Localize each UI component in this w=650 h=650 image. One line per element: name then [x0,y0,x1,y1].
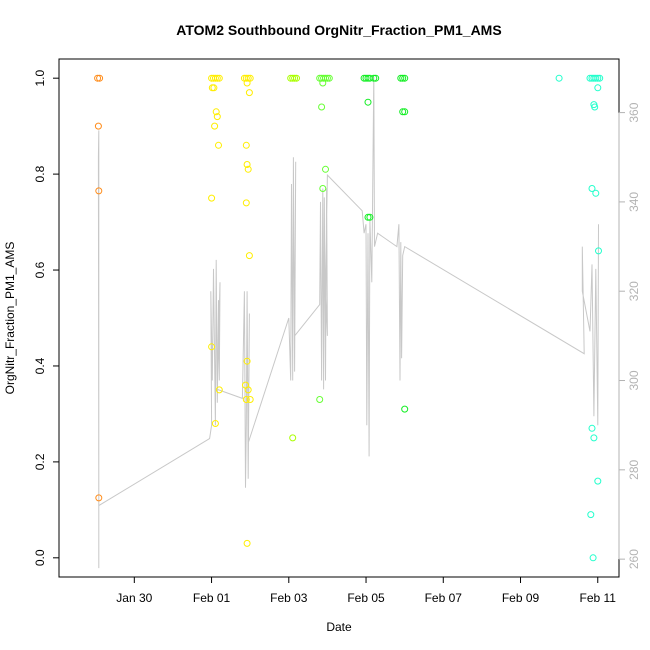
y-tick-label-3: 0.6 [33,261,47,278]
data-point-scatter-brightgreen-6 [364,98,372,106]
data-point-scatter-green-6 [319,79,327,87]
y-axis: 0.0 0.2 0.4 0.6 0.8 1.0 [33,70,60,566]
data-point-scatter-cyan-15 [594,477,602,485]
data-point-scatter-yellowgreen-3 [293,74,300,82]
data-point-scatter-cyan-11 [592,189,600,197]
data-point-scatter-yellow-6 [210,84,218,92]
data-point-scatter-brightgreen-4 [370,74,378,82]
data-point-scatter-green-9 [319,185,327,192]
data-point-scatter-cyan-14 [590,434,598,442]
data-point-scatter-yellowgreen-4 [289,434,297,442]
data-point-scatter-cyan-4 [592,74,600,82]
data-point-scatter-yellow-13 [215,386,223,394]
data-point-scatter-brightgreen-10 [399,74,407,82]
data-point-scatter-yellow-9 [213,113,221,121]
data-point-scatter-yellow-2 [211,74,219,82]
data-point-scatter-cyan-12 [595,247,602,255]
data-point-scatter-green-10 [316,396,324,403]
data-point-scatter-yellow-3 [213,74,221,82]
data-point-scatter-cyan-10 [588,185,596,192]
y2-tick-label-3: 320 [627,281,641,301]
plot-frame [58,58,620,578]
data-point-scatter-yellow-18 [246,74,254,82]
data-point-scatter-brightgreen-14 [401,405,409,413]
x-tick-label-6: Feb 11 [580,591,617,605]
data-point-scatter-yellowgreen-1 [289,74,297,82]
data-point-scatter-yellow-16 [242,74,250,82]
x-axis-label: Date [326,620,352,634]
data-point-scatter-yellow-10 [215,141,222,149]
data-point-scatter-yellowgreen-2 [291,74,299,82]
data-point-scatter-brightgreen-11 [401,74,409,82]
data-point-scatter-yellow-30 [246,396,254,403]
data-point-scatter-yellow-22 [243,161,251,168]
data-point-scatter-cyan-5 [594,74,602,82]
y2-tick-label-4: 340 [627,192,641,212]
data-point-scatter-yellow-31 [243,539,251,547]
y-tick-label-1: 0.2 [33,453,47,470]
data-point-scatter-orange-0 [94,74,102,82]
data-point-scatter-yellow-8 [211,122,219,130]
data-point-scatter-cyan-9 [591,103,599,111]
data-point-scatter-yellow-20 [245,89,253,97]
y2-axis: 260 280 300 320 340 360 [618,102,641,569]
data-point-scatter-cyan-0 [555,74,563,82]
data-point-scatter-cyan-13 [588,424,596,432]
data-point-scatter-cyan-16 [587,511,595,519]
data-point-scatter-brightgreen-9 [397,74,405,82]
data-point-scatter-yellow-29 [242,396,250,403]
x-tick-label-0: Jan 30 [116,591,152,605]
data-point-scatter-orange-4 [95,494,103,502]
data-point-scatter-green-4 [323,74,331,82]
y-tick-label-2: 0.4 [33,357,47,374]
data-point-scatter-yellow-17 [244,74,252,82]
y-tick-label-4: 0.8 [33,165,47,182]
data-point-scatter-yellow-28 [244,386,252,394]
data-point-scatter-yellow-23 [244,165,252,173]
series-line-trace [97,76,599,569]
data-point-scatter-brightgreen-8 [366,213,374,221]
data-point-scatter-cyan-17 [589,554,597,562]
x-tick-label-1: Feb 01 [193,591,231,605]
data-point-scatter-brightgreen-5 [372,74,380,82]
x-tick-label-2: Feb 03 [270,591,308,605]
data-point-scatter-brightgreen-13 [401,108,409,116]
data-point-scatter-yellow-26 [243,357,251,365]
x-tick-label-5: Feb 09 [502,591,540,605]
data-point-scatter-orange-2 [94,122,102,130]
data-point-scatter-brightgreen-7 [364,213,372,221]
data-point-scatter-brightgreen-1 [362,74,370,82]
data-point-scatter-orange-3 [95,187,103,195]
y-tick-label-5: 1.0 [33,70,47,87]
data-point-scatter-yellow-25 [245,252,253,260]
data-point-scatter-cyan-6 [596,74,604,82]
y2-tick-label-5: 360 [627,102,641,122]
data-point-scatter-green-7 [318,103,326,111]
data-point-scatter-yellow-19 [243,79,251,87]
x-axis: Jan 30 Feb 01 Feb 03 Feb 05 Feb 07 Feb 09 Feb … [116,576,617,605]
x-tick-label-4: Feb 07 [425,591,463,605]
y2-tick-label-1: 280 [627,459,641,479]
data-point-scatter-orange-1 [96,74,104,82]
data-point-scatter-yellow-21 [242,141,250,149]
point-layer [94,74,604,562]
data-point-scatter-yellow-24 [242,199,250,207]
data-point-scatter-cyan-7 [594,84,602,92]
y2-tick-label-0: 260 [627,549,641,569]
line-layer [97,76,599,569]
data-point-scatter-yellow-11 [208,194,216,202]
y-tick-label-0: 0.0 [33,549,47,566]
data-point-scatter-brightgreen-12 [399,108,407,116]
data-point-scatter-green-5 [325,74,333,82]
y2-tick-label-2: 300 [627,370,641,390]
data-point-scatter-yellow-12 [208,343,216,351]
data-point-scatter-yellow-14 [211,420,219,427]
x-tick-label-3: Feb 05 [347,591,385,605]
data-point-scatter-yellow-7 [212,108,220,116]
y-axis-label: OrgNitr_Fraction_PM1_AMS [3,242,17,395]
data-point-scatter-yellow-4 [215,74,223,82]
chart-title: ATOM2 Southbound OrgNitr_Fraction_PM1_AM… [176,22,501,38]
data-point-scatter-green-8 [322,165,329,173]
